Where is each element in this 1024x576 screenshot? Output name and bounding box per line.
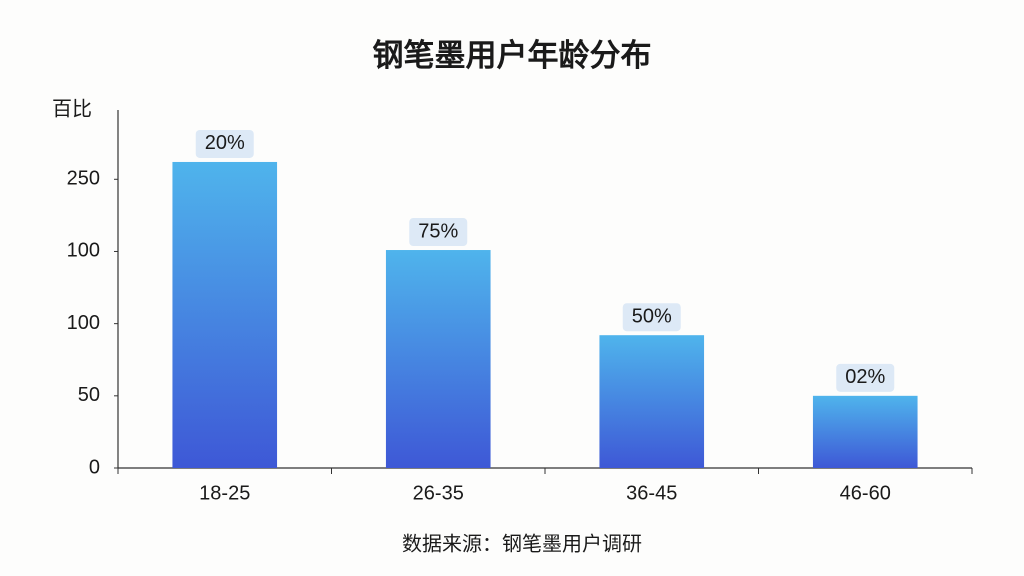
y-tick-label: 250	[67, 168, 100, 190]
x-tick-label: 46-60	[840, 482, 891, 504]
bar	[599, 335, 705, 468]
value-label-bg	[622, 303, 681, 332]
bar	[385, 250, 491, 468]
value-label: 75%	[418, 220, 458, 242]
x-tick-label: 36-45	[626, 482, 677, 504]
value-label: 50%	[632, 305, 672, 327]
bar	[172, 161, 278, 468]
value-label: 02%	[845, 366, 885, 388]
y-tick-label: 50	[78, 384, 100, 406]
x-tick-label: 26-35	[413, 482, 464, 504]
y-tick-label: 100	[67, 312, 100, 334]
chart-title: 钢笔墨用户年龄分布	[373, 38, 652, 73]
value-label: 20%	[205, 132, 245, 154]
source-note: 数据来源：钢笔墨用户调研	[402, 532, 642, 555]
value-label-bg	[836, 363, 895, 392]
y-tick-label: 100	[67, 240, 100, 262]
y-tick-label: 0	[89, 456, 100, 478]
value-label-bg	[195, 129, 254, 158]
x-tick-label: 18-25	[199, 482, 250, 504]
value-label-bg	[409, 218, 468, 247]
y-axis-label: 百比	[52, 97, 92, 120]
bar	[812, 395, 918, 468]
